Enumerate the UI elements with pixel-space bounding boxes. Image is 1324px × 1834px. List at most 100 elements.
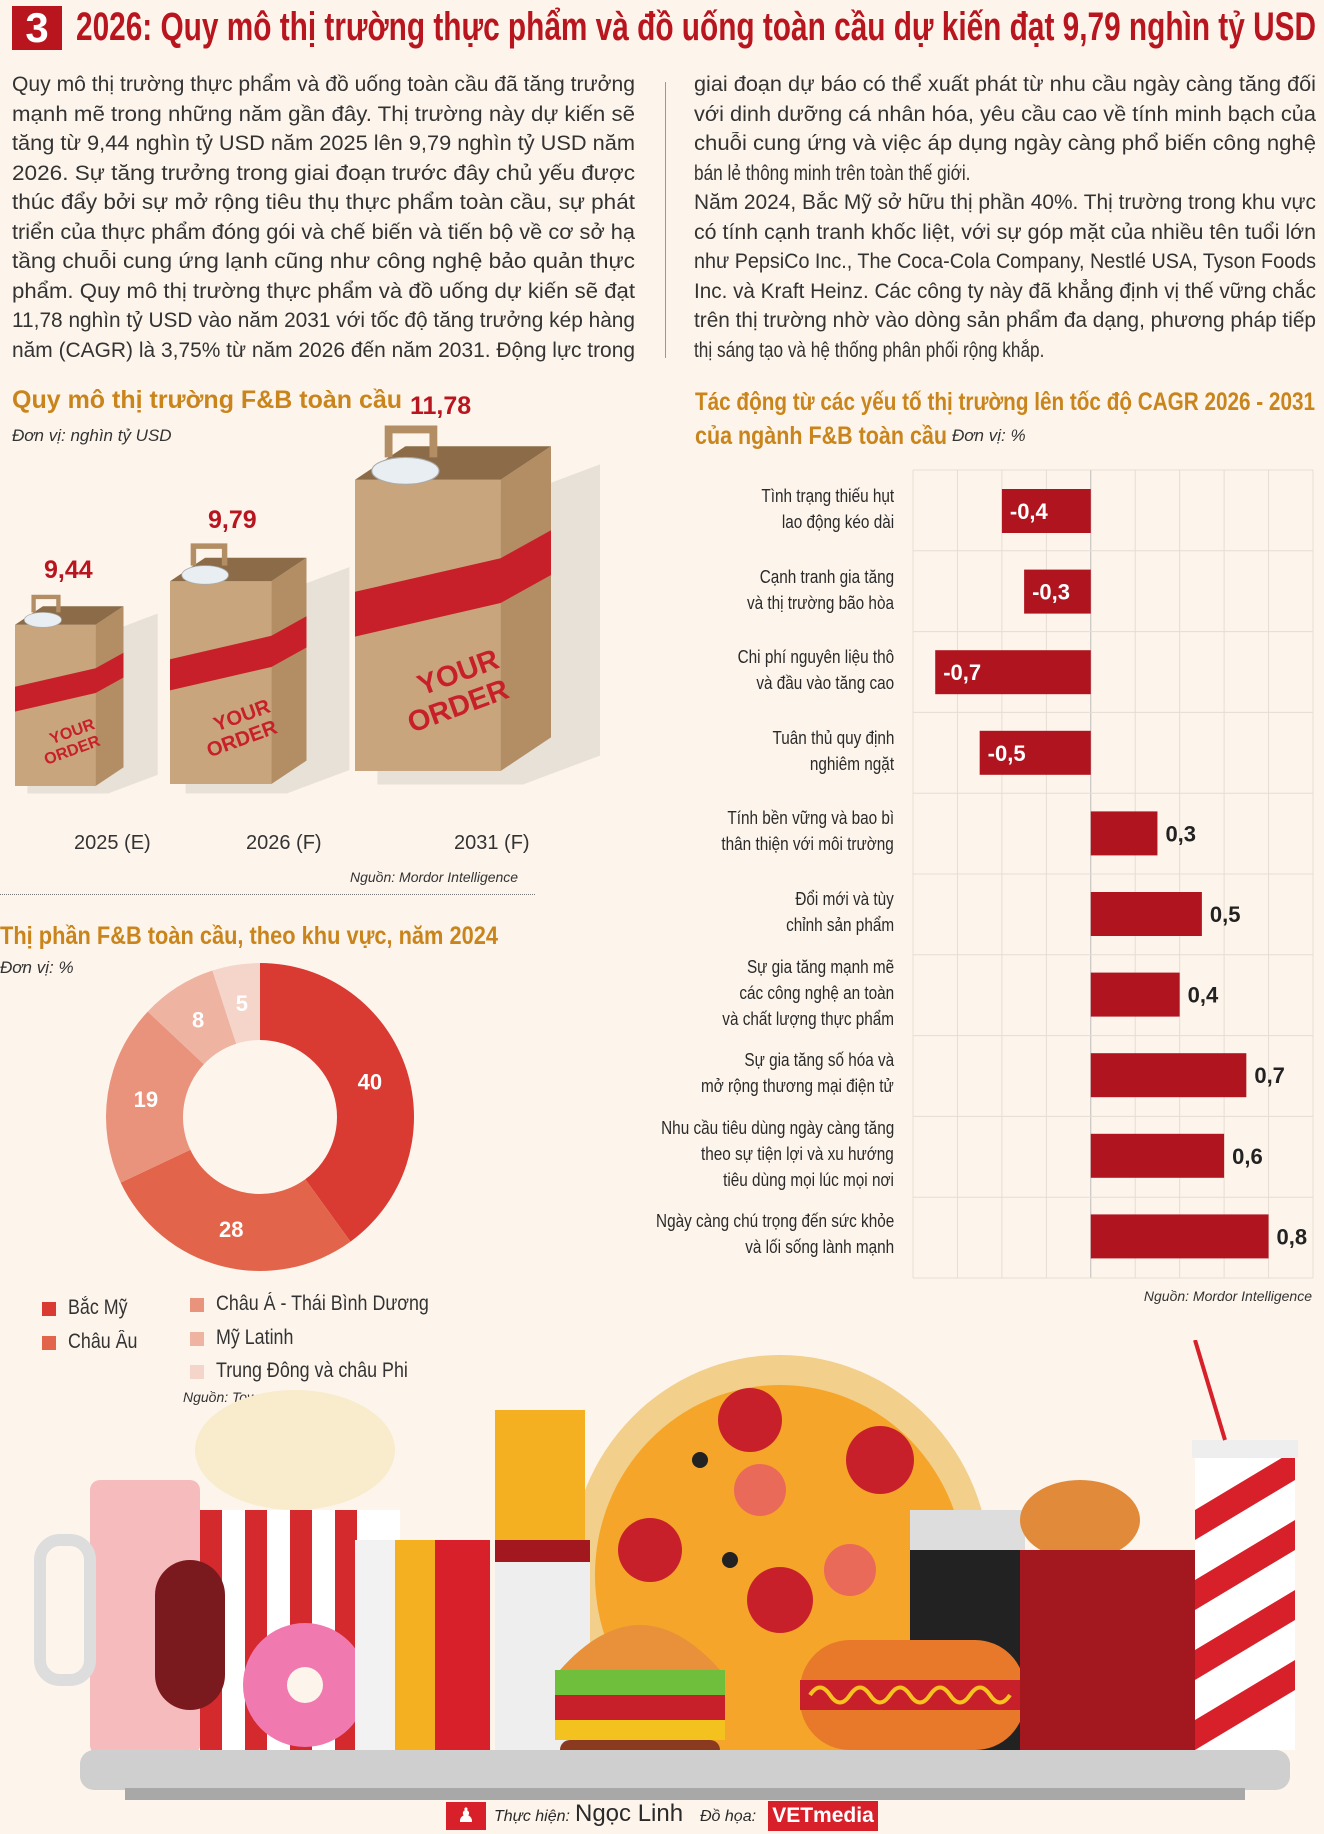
impact-bar <box>1024 569 1091 614</box>
impact-bar <box>979 730 1091 775</box>
impact-category-label: Chi phí nguyên liệu thô <box>737 647 894 668</box>
impact-category-label: và lối sống lành mạnh <box>745 1237 894 1258</box>
impact-unit: Đơn vị: % <box>952 426 1026 445</box>
impact-bar <box>1001 489 1091 533</box>
burger-illustration <box>555 1625 725 1770</box>
impact-bar <box>1090 1214 1269 1259</box>
intro-text-line: Inc. và Kraft Heinz. Các công ty này đã … <box>694 279 1316 303</box>
donut-slice-label: 5 <box>236 991 248 1016</box>
impact-bar-value: 0,3 <box>1165 821 1196 846</box>
impact-title-line1: Tác động từ các yếu tố thị trường lên tố… <box>695 388 1315 416</box>
impact-category-label: Nhu cầu tiêu dùng ngày càng tăng <box>660 1117 894 1138</box>
impact-category-label: Sự gia tăng số hóa và <box>744 1050 894 1071</box>
legend-swatch <box>42 1336 56 1350</box>
share-title: Thị phần F&B toàn cầu, theo khu vực, năm… <box>0 922 498 950</box>
impact-bar <box>1090 1133 1225 1178</box>
impact-category-label: tiêu dùng mọi lúc mọi nơi <box>723 1169 894 1190</box>
impact-category-label: mở rộng thương mại điện tử <box>701 1076 894 1097</box>
donut-slice <box>106 1011 204 1183</box>
intro-text-line: mạnh mẽ trong những năm gần đây. Thị trư… <box>12 102 635 126</box>
donut-slice <box>147 970 237 1065</box>
legend-label: Châu Á - Thái Bình Dương <box>216 1292 429 1315</box>
tray-illustration <box>80 1750 1290 1800</box>
intro-text-line: tầng chuỗi cung ứng lạnh cũng như công n… <box>12 250 635 273</box>
donut-slice <box>212 963 260 1044</box>
impact-category-label: và chất lượng thực phẩm <box>722 1008 894 1029</box>
impact-bar <box>1090 972 1180 1017</box>
intro-text-line: 2026. Sự tăng trưởng trong giai đoạn trư… <box>12 161 635 185</box>
bag-value-2026: 9,79 <box>208 506 257 534</box>
legend-swatch <box>190 1365 204 1379</box>
fast-food-illustration <box>34 1340 1298 1800</box>
intro-text-line: với dinh dưỡng cá nhân hóa, yêu cầu cao … <box>694 102 1316 126</box>
impact-category-label: Sự gia tăng mạnh mẽ <box>746 956 894 977</box>
donut-slice-label: 40 <box>358 1069 382 1094</box>
impact-bar-value: 0,8 <box>1277 1224 1308 1249</box>
column-divider <box>665 82 666 358</box>
impact-category-label: Tính bền vững và bao bì <box>727 808 894 829</box>
intro-text-line: có tính cạnh tranh khốc liệt, với sự góp… <box>694 220 1316 244</box>
section-divider <box>0 894 535 895</box>
impact-bar-value: 0,5 <box>1210 902 1241 927</box>
impact-bar-value: 0,7 <box>1254 1063 1285 1088</box>
donut-slice <box>120 1149 351 1271</box>
impact-bar-value: 0,4 <box>1188 983 1219 1008</box>
impact-bar-value: -0,3 <box>1032 580 1070 605</box>
impact-category-label: Tuân thủ quy định <box>772 727 894 748</box>
bag-value-2031: 11,78 <box>410 392 472 420</box>
impact-category-label: Cạnh tranh gia tăng <box>759 566 894 587</box>
market-size-title: Quy mô thị trường F&B toàn cầu <box>12 386 403 414</box>
impact-bar-value: -0,7 <box>943 660 981 685</box>
page-title: 2026: Quy mô thị trường thực phẩm và đồ … <box>76 5 1316 49</box>
impact-category-label: chỉnh sản phẩm <box>785 915 894 935</box>
impact-bar <box>1090 1053 1247 1098</box>
impact-category-label: thân thiện với môi trường <box>721 834 894 855</box>
impact-category-label: Ngày càng chú trọng đến sức khỏe <box>655 1211 894 1232</box>
fried-chicken-bucket-illustration <box>1020 1480 1195 1750</box>
impact-bar-value: -0,5 <box>988 741 1026 766</box>
donut-slice-label: 8 <box>192 1007 204 1032</box>
impact-category-label: nghiêm ngặt <box>809 753 894 774</box>
bag-year-2025: 2025 (E) <box>74 832 151 854</box>
intro-text-line: bán lẻ thông minh trên toàn thế giới. <box>694 161 971 185</box>
intro-text-line: Năm 2024, Bắc Mỹ sở hữu thị phần 40%. Th… <box>694 191 1316 214</box>
intro-text-line: như PepsiCo Inc., The Coca-Cola Company,… <box>694 250 1316 273</box>
impact-category-label: và thị trường bão hòa <box>746 592 894 613</box>
impact-bar-value: 0,6 <box>1232 1144 1263 1169</box>
share-donut-chart: 40 28 19 8 5 <box>106 963 414 1271</box>
intro-text-line: năm (CAGR) là 3,75% từ năm 2026 đến năm … <box>12 338 635 362</box>
impact-source: Nguồn: Mordor Intelligence <box>1143 1288 1312 1304</box>
market-size-unit: Đơn vị: nghìn tỷ USD <box>12 426 172 445</box>
legend-label: Trung Đông và châu Phi <box>216 1359 408 1382</box>
legend-swatch <box>190 1298 204 1312</box>
intro-text-line: chuỗi cung ứng và việc áp dụng ngày càng… <box>694 132 1316 155</box>
impact-bar <box>1090 811 1158 856</box>
impact-category-label: theo sự tiện lợi và xu hướng <box>701 1143 894 1164</box>
share-unit: Đơn vị: % <box>0 958 74 977</box>
impact-category-label: và đầu vào tăng cao <box>756 673 894 694</box>
graphics-label: Đồ họa: <box>700 1808 757 1825</box>
intro-text-line: 11,78 nghìn tỷ USD vào năm 2031 với tốc … <box>12 309 635 332</box>
impact-category-label: lao động kéo dài <box>781 512 894 532</box>
milkshake-jar-illustration <box>34 1480 225 1755</box>
impact-category-label: các công nghệ an toàn <box>739 982 894 1003</box>
bag-value-2025: 9,44 <box>44 556 93 584</box>
impact-bar-value: -0,4 <box>1010 499 1049 524</box>
donut-slice-label: 28 <box>219 1217 243 1242</box>
market-size-source: Nguồn: Mordor Intelligence <box>350 869 519 885</box>
author-icon: ♟ <box>446 1802 486 1830</box>
intro-text-line: thị sáng tạo và hệ thống phân phối rộng … <box>694 338 1045 362</box>
intro-text-line: Quy mô thị trường thực phẩm và đồ uống t… <box>12 73 635 96</box>
vetmedia-logo: VETmedia <box>768 1801 878 1831</box>
sauce-bottles-illustration <box>355 1540 490 1750</box>
legend-swatch <box>42 1302 56 1316</box>
bag-year-2031: 2031 (F) <box>454 832 530 854</box>
donut-slice-label: 19 <box>134 1087 158 1112</box>
legend-label: Châu Âu <box>68 1330 138 1353</box>
legend-label: Bắc Mỹ <box>68 1296 128 1319</box>
hotdog-illustration <box>800 1640 1025 1750</box>
impact-category-label: Đổi mới và tùy <box>795 889 894 909</box>
author-name: Ngọc Linh <box>575 1800 684 1827</box>
